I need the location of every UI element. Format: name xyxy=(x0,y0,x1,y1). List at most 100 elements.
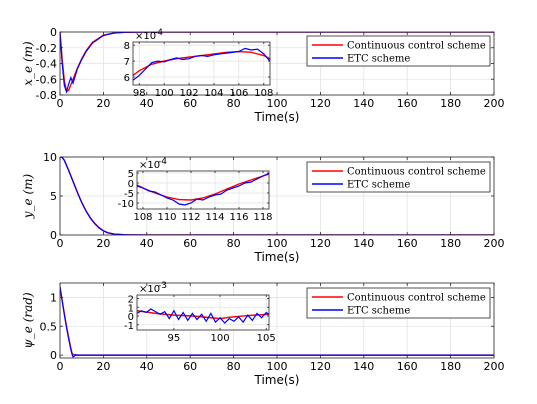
subplot-1-legend-label-continuous: Continuous control scheme xyxy=(347,41,486,52)
subplot-2-xtick-label-7: 140 xyxy=(353,237,374,250)
subplot-3-inset-exponent-power: -3 xyxy=(158,281,167,291)
subplot-1-xtick-label-3: 60 xyxy=(183,97,197,110)
subplot-2-inset-axes: 108 110 112 114 116 118 -10-505 xyxy=(118,169,273,223)
subplot-1-inset-series-etc xyxy=(133,47,270,81)
subplot-1-xtick-label-5: 100 xyxy=(267,97,288,110)
subplot-1-xtick-label-4: 80 xyxy=(227,97,241,110)
subplot-2-xtick-label-8: 160 xyxy=(397,237,418,250)
subplot-1-ytick-label-4: 0 xyxy=(50,26,57,39)
subplot-1-legend-box xyxy=(306,35,491,67)
subplot-1-inset-frame xyxy=(132,41,271,86)
subplot-1-inset-exponent-power: -4 xyxy=(154,28,163,38)
subplot-3-xtick-label-4: 80 xyxy=(227,360,241,373)
subplot-3-xtick-label-2: 40 xyxy=(140,360,154,373)
subplot-2-xtick-label-9: 180 xyxy=(440,237,461,250)
subplot-1-inset-exponent-base: ×10 xyxy=(135,31,156,42)
subplot-1-xlabel: Time(s) xyxy=(254,110,300,124)
subplot-2-inset-exponent-power: -4 xyxy=(158,157,167,167)
subplot-1-inset-ytick-label-1: 7 xyxy=(124,57,130,68)
subplot-3-inset-ytick-label-1: 0 xyxy=(128,312,134,323)
subplot-2-ylabel: y_e (m) xyxy=(21,173,35,219)
subplot-1-ytick-label-2: -0.4 xyxy=(36,58,57,71)
subplot-2-xtick-label-10: 200 xyxy=(484,237,505,250)
subplot-1-xtick-label-8: 160 xyxy=(397,97,418,110)
subplot-1-inset-xtick-label-5: 108 xyxy=(254,88,273,99)
subplot-3-ylabel: ψ_e (rad) xyxy=(21,292,35,349)
subplot-2-inset-ytick-label-2: 0 xyxy=(128,179,134,190)
subplot-3-legend-box xyxy=(306,287,491,319)
subplot-3-series-etc xyxy=(60,286,494,358)
subplot-3-xtick-label-0: 0 xyxy=(57,360,64,373)
subplot-2-inset-xtick-label-2: 112 xyxy=(181,212,200,223)
subplot-3-inset-background xyxy=(137,295,269,330)
subplot-2-inset-frame xyxy=(136,170,270,210)
subplot-3-xtick-label-9: 180 xyxy=(440,360,461,373)
subplot-2-xtick-label-4: 80 xyxy=(227,237,241,250)
subplot-1-legend-label-etc: ETC scheme xyxy=(347,54,410,65)
subplot-3-legend-label-etc: ETC scheme xyxy=(347,306,410,317)
subplot-2-legend: Continuous control scheme ETC scheme xyxy=(306,161,491,193)
subplot-1-inset-ytick-label-0: 6 xyxy=(124,73,130,84)
subplot-3-xtick-label-3: 60 xyxy=(183,360,197,373)
subplot-2-inset-ytick-label-1: -5 xyxy=(124,189,134,200)
subplot-2-xtick-label-1: 20 xyxy=(96,237,110,250)
subplot-1-legend: Continuous control scheme ETC scheme xyxy=(306,35,491,67)
subplot-1-series-etc xyxy=(60,32,494,94)
subplot-1-ylabel: x_e (m) xyxy=(21,41,35,86)
subplot-2-xtick-label-3: 60 xyxy=(183,237,197,250)
subplot-3-xtick-label-5: 100 xyxy=(267,360,288,373)
subplot-1-inset-xtick-label-1: 100 xyxy=(155,88,174,99)
subplot-1-xtick-label-7: 140 xyxy=(353,97,374,110)
subplot-3-xtick-label-6: 120 xyxy=(310,360,331,373)
subplot-3-legend-label-continuous: Continuous control scheme xyxy=(347,293,486,304)
subplot-1-xtick-label-1: 20 xyxy=(96,97,110,110)
subplot-1-inset-xtick-label-0: 98 xyxy=(133,88,146,99)
subplot-2-legend-label-continuous: Continuous control scheme xyxy=(347,167,486,178)
subplot-2-inset-xtick-label-5: 118 xyxy=(253,212,272,223)
subplot-2-inset-exponent-base: ×10 xyxy=(139,160,160,171)
subplot-3-inset-exponent-base: ×10 xyxy=(139,284,160,295)
subplot-1-xtick-label-0: 0 xyxy=(57,97,64,110)
subplot-3-inset-ytick-label-3: 2 xyxy=(128,295,134,306)
subplot-3-inset-ytick-label-2: 1 xyxy=(128,303,134,314)
subplot-2-xlabel: Time(s) xyxy=(254,250,300,264)
subplot-3-ytick-label-1: 0.5 xyxy=(40,320,58,333)
subplot-1-inset-xtick-label-2: 102 xyxy=(179,88,198,99)
subplot-2-legend-box xyxy=(306,161,491,193)
subplot-3-ytick-label-0: 0 xyxy=(50,349,57,362)
subplot-2-series-etc xyxy=(60,157,494,235)
subplot-2-legend-label-etc: ETC scheme xyxy=(347,180,410,191)
subplot-1-xtick-label-6: 120 xyxy=(310,97,331,110)
subplot-2-inset-xtick-label-1: 110 xyxy=(157,212,176,223)
subplot-3-inset-ytick-label-0: -1 xyxy=(124,321,134,332)
subplot-3-inset-xtick-label-2: 105 xyxy=(257,333,276,344)
subplot-3-inset-xtick-label-1: 100 xyxy=(211,333,230,344)
subplot-1-inset-xtick-label-3: 104 xyxy=(204,88,223,99)
subplot-1-ytick-label-1: -0.6 xyxy=(36,73,57,86)
subplot-1-ytick-label-0: -0.8 xyxy=(36,89,57,102)
subplot-1-xtick-label-9: 180 xyxy=(440,97,461,110)
subplot-3-inset-series-etc xyxy=(137,308,269,324)
subplot-1-inset-xtick-label-4: 106 xyxy=(229,88,248,99)
subplot-2-inset-xtick-label-4: 116 xyxy=(229,212,248,223)
subplot-1-inset-axes: 98 100 102 104 106 108 6 7 8 xyxy=(124,41,274,99)
subplot-3-legend: Continuous control scheme ETC scheme xyxy=(306,287,491,319)
subplot-2-inset-ytick-label-0: -10 xyxy=(118,199,134,210)
subplot-3-xtick-label-1: 20 xyxy=(96,360,110,373)
subplot-3-xtick-label-7: 140 xyxy=(353,360,374,373)
subplot-3-inset-frame xyxy=(136,294,270,331)
subplot-2-inset-ytick-label-3: 5 xyxy=(128,169,134,180)
subplot-1-ytick-label-3: -0.2 xyxy=(36,42,57,55)
subplot-2-ytick-label-0: 0 xyxy=(50,229,57,242)
subplot-2-ytick-label-2: 10 xyxy=(43,151,57,164)
subplot-1-xtick-label-10: 200 xyxy=(484,97,505,110)
subplot-2-xtick-label-5: 100 xyxy=(267,237,288,250)
subplot-2-xtick-label-0: 0 xyxy=(57,237,64,250)
subplot-2-ytick-label-1: 5 xyxy=(50,190,57,203)
subplot-2-inset-xtick-label-3: 114 xyxy=(205,212,224,223)
subplot-3-xlabel: Time(s) xyxy=(254,373,300,387)
subplot-3-xtick-label-10: 200 xyxy=(484,360,505,373)
subplot-2-inset-xtick-label-0: 108 xyxy=(133,212,152,223)
